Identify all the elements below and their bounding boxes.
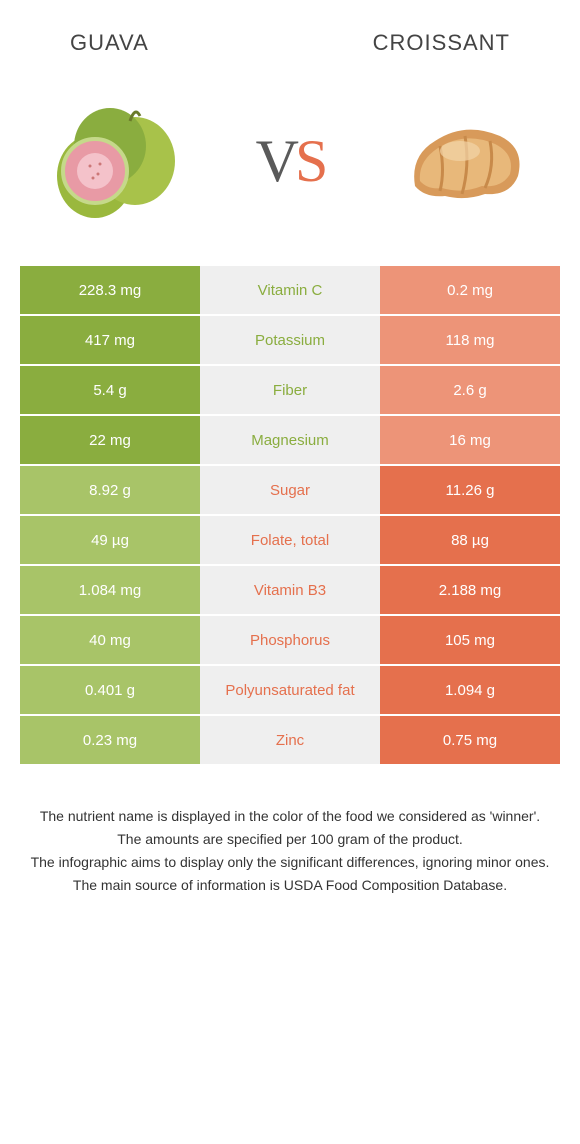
food-left-image (40, 86, 190, 236)
food-left-title: GUAVA (70, 30, 149, 56)
left-value: 5.4 g (20, 366, 200, 414)
table-row: 0.401 gPolyunsaturated fat1.094 g (20, 666, 560, 716)
nutrient-name: Phosphorus (200, 616, 380, 664)
left-value: 0.23 mg (20, 716, 200, 764)
left-value: 49 µg (20, 516, 200, 564)
nutrient-name: Magnesium (200, 416, 380, 464)
right-value: 105 mg (380, 616, 560, 664)
nutrient-name: Polyunsaturated fat (200, 666, 380, 714)
nutrient-name: Potassium (200, 316, 380, 364)
footer-line: The amounts are specified per 100 gram o… (30, 829, 550, 850)
nutrient-name: Sugar (200, 466, 380, 514)
table-row: 22 mgMagnesium16 mg (20, 416, 560, 466)
left-value: 22 mg (20, 416, 200, 464)
vs-label: VS (256, 127, 325, 196)
table-row: 0.23 mgZinc0.75 mg (20, 716, 560, 766)
food-right-title: CROISSANT (373, 30, 510, 56)
footer-notes: The nutrient name is displayed in the co… (0, 766, 580, 896)
right-value: 2.188 mg (380, 566, 560, 614)
right-value: 11.26 g (380, 466, 560, 514)
footer-line: The main source of information is USDA F… (30, 875, 550, 896)
nutrient-name: Vitamin B3 (200, 566, 380, 614)
right-value: 0.2 mg (380, 266, 560, 314)
table-row: 417 mgPotassium118 mg (20, 316, 560, 366)
table-row: 5.4 gFiber2.6 g (20, 366, 560, 416)
nutrient-name: Vitamin C (200, 266, 380, 314)
left-value: 228.3 mg (20, 266, 200, 314)
table-row: 228.3 mgVitamin C0.2 mg (20, 266, 560, 316)
vs-v: V (256, 128, 295, 194)
food-right-image (390, 86, 540, 236)
right-value: 118 mg (380, 316, 560, 364)
right-value: 1.094 g (380, 666, 560, 714)
vs-s: S (295, 128, 324, 194)
table-row: 40 mgPhosphorus105 mg (20, 616, 560, 666)
footer-line: The infographic aims to display only the… (30, 852, 550, 873)
nutrient-name: Zinc (200, 716, 380, 764)
right-value: 2.6 g (380, 366, 560, 414)
left-value: 1.084 mg (20, 566, 200, 614)
table-row: 1.084 mgVitamin B32.188 mg (20, 566, 560, 616)
left-value: 40 mg (20, 616, 200, 664)
table-row: 8.92 gSugar11.26 g (20, 466, 560, 516)
right-value: 88 µg (380, 516, 560, 564)
left-value: 0.401 g (20, 666, 200, 714)
nutrient-name: Folate, total (200, 516, 380, 564)
table-row: 49 µgFolate, total88 µg (20, 516, 560, 566)
left-value: 8.92 g (20, 466, 200, 514)
footer-line: The nutrient name is displayed in the co… (30, 806, 550, 827)
right-value: 0.75 mg (380, 716, 560, 764)
comparison-table: 228.3 mgVitamin C0.2 mg417 mgPotassium11… (20, 266, 560, 766)
nutrient-name: Fiber (200, 366, 380, 414)
left-value: 417 mg (20, 316, 200, 364)
right-value: 16 mg (380, 416, 560, 464)
